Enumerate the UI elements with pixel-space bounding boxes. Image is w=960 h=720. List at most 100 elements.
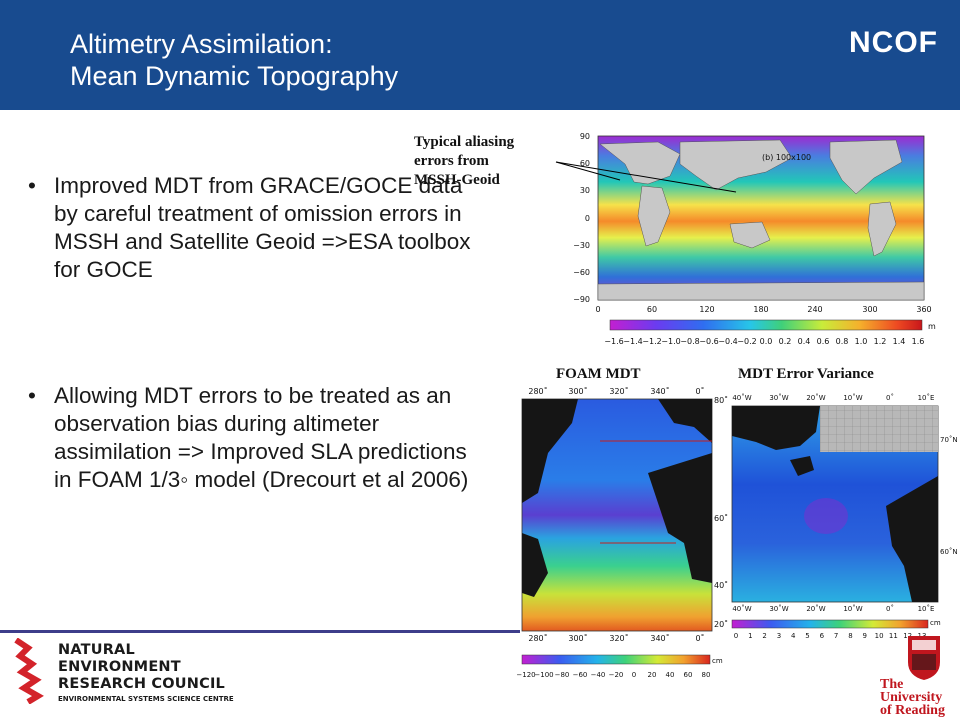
error-land-europe	[886, 476, 938, 602]
foam-land-coast	[522, 533, 548, 597]
foam-colorbar	[521, 654, 711, 665]
foam-colorbar-tick-9: 60	[684, 671, 693, 679]
error-colorbar-tick-10: 10	[875, 632, 884, 640]
error-colorbar-tick-8: 8	[848, 632, 852, 640]
error-colorbar-tick-6: 6	[820, 632, 825, 640]
foam-colorbar-tick-10: 80	[702, 671, 711, 679]
foam-lon-bottom-280: 280˚	[528, 633, 547, 643]
global-colorbar	[609, 319, 923, 331]
uor-line-1: The	[880, 677, 904, 692]
error-colorbar-tick-4: 4	[791, 632, 796, 640]
err-lon-bottom-20w: 20˚W	[806, 605, 825, 613]
header-bar: Altimetry Assimilation: Mean Dynamic Top…	[0, 0, 960, 110]
err-lon-top-10w: 10˚W	[843, 394, 862, 402]
global-colorbar-ticks: −1.6 −1.4 −1.2 −1.0 −0.8 −0.6 −0.4 −0.2 0.0 0.2 0.…	[604, 337, 924, 346]
slide-title: Altimetry Assimilation: Mean Dynamic Top…	[70, 28, 398, 92]
err-lon-bottom-10w: 10˚W	[843, 605, 862, 613]
global-colorbar-tick-9: 0.2	[779, 337, 792, 346]
error-colorbar-tick-11: 11	[889, 632, 898, 640]
foam-colorbar-tick-0: −120	[516, 671, 535, 679]
annotation-line-2: errors from	[414, 153, 489, 169]
foam-lon-bottom-320: 320˚	[609, 633, 628, 643]
error-land-greenland	[732, 406, 820, 450]
foam-land-europe	[648, 453, 712, 583]
err-lon-top-0: 0˚	[886, 394, 894, 402]
foam-land-arctic	[658, 399, 712, 443]
foam-colorbar-tick-4: −40	[591, 671, 606, 679]
nerc-line-3: RESEARCH COUNCIL	[58, 676, 225, 692]
slide-title-line-1: Altimetry Assimilation:	[70, 29, 333, 59]
error-variance-label: MDT Error Variance	[738, 366, 874, 382]
foam-lat-40: 40˚	[714, 580, 728, 590]
err-lon-top-10e: 10˚E	[918, 394, 935, 402]
foam-land-america	[522, 399, 578, 503]
land-asia	[679, 139, 793, 191]
land-africa	[637, 185, 671, 247]
global-colorbar-tick-10: 0.4	[798, 337, 811, 346]
annotation-arrow-1	[555, 161, 737, 193]
error-variance-map: 40˚W 30˚W 20˚W 10˚W 0˚ 10˚E 40˚W 30˚W 20…	[731, 394, 958, 640]
land-south-america	[867, 201, 897, 257]
foam-lon-bottom-0: 0˚	[695, 633, 704, 643]
global-colorbar-unit: m	[928, 322, 936, 331]
foam-lon-top-280: 280˚	[528, 386, 547, 396]
lat-tick-minus30: −30	[573, 241, 590, 250]
university-of-reading-crest-icon	[908, 636, 940, 680]
land-australia	[729, 221, 771, 249]
error-no-data-region	[820, 406, 938, 452]
foam-colorbar-tick-3: −60	[573, 671, 588, 679]
lat-tick-60: 60	[580, 159, 590, 168]
error-colorbar-tick-12: 12	[903, 632, 912, 640]
error-colorbar-tick-0: 0	[734, 632, 738, 640]
error-colorbar-tick-7: 7	[834, 632, 838, 640]
global-colorbar-tick-8: 0.0	[760, 337, 773, 346]
global-colorbar-tick-15: 1.4	[893, 337, 906, 346]
foam-lat-60: 60˚	[714, 513, 728, 523]
uor-line-2: University	[880, 690, 943, 705]
global-map-panel-title: (b) 100x100	[762, 153, 811, 162]
lon-tick-180: 180	[753, 305, 768, 314]
foam-lon-bottom-300: 300˚	[568, 633, 587, 643]
global-colorbar-tick-2: −1.2	[642, 337, 661, 346]
lon-tick-0: 0	[595, 305, 600, 314]
foam-lat-20: 20˚	[714, 619, 728, 629]
global-colorbar-tick-1: −1.4	[623, 337, 642, 346]
error-high-variance-patch	[804, 498, 848, 534]
err-lon-bottom-30w: 30˚W	[769, 605, 788, 613]
foam-colorbar-tick-6: 0	[632, 671, 636, 679]
error-colorbar-unit: cm	[930, 619, 941, 627]
err-lon-top-40w: 40˚W	[732, 394, 751, 402]
lon-tick-360: 360	[916, 305, 931, 314]
uor-line-3: of Reading	[880, 703, 945, 718]
error-colorbar-tick-9: 9	[863, 632, 867, 640]
annotation-line-1: Typical aliasing	[414, 134, 515, 150]
global-colorbar-tick-11: 0.6	[817, 337, 830, 346]
bullet-item-bias: Allowing MDT errors to be treated as an …	[28, 382, 478, 494]
nerc-logo-icon	[14, 638, 44, 704]
land-africa-europe	[599, 141, 681, 185]
err-lon-bottom-0: 0˚	[886, 605, 894, 613]
foam-colorbar-tick-1: −100	[534, 671, 553, 679]
bullet-list: Improved MDT from GRACE/GOCE data by car…	[28, 172, 478, 494]
nerc-subtitle: ENVIRONMENTAL SYSTEMS SCIENCE CENTRE	[58, 695, 234, 703]
foam-lat-80: 80˚	[714, 395, 728, 405]
global-mdt-map: (b) 100x100 90 60 30 0 −30 −60 −90 0 60 …	[555, 132, 936, 346]
foam-colorbar-tick-5: −20	[609, 671, 624, 679]
lon-tick-240: 240	[807, 305, 822, 314]
global-colorbar-tick-7: −0.2	[737, 337, 756, 346]
global-colorbar-tick-6: −0.4	[718, 337, 737, 346]
nerc-line-2: ENVIRONMENT	[58, 659, 181, 675]
foam-colorbar-tick-2: −80	[555, 671, 570, 679]
err-lon-top-30w: 30˚W	[769, 394, 788, 402]
err-lat-70n: 70˚N	[940, 436, 958, 444]
foam-lon-top-340: 340˚	[650, 386, 669, 396]
foam-mdt-map: 280˚ 300˚ 320˚ 340˚ 0˚ 280˚ 300˚ 320˚ 34…	[516, 386, 728, 679]
university-of-reading-wordmark: The University of Reading	[880, 677, 945, 718]
lon-tick-300: 300	[862, 305, 877, 314]
global-colorbar-tick-14: 1.2	[874, 337, 887, 346]
foam-mdt-label: FOAM MDT	[556, 366, 641, 382]
foam-lon-top-0: 0˚	[695, 386, 704, 396]
foam-colorbar-tick-8: 40	[666, 671, 675, 679]
foam-lon-top-320: 320˚	[609, 386, 628, 396]
global-colorbar-tick-5: −0.6	[699, 337, 718, 346]
